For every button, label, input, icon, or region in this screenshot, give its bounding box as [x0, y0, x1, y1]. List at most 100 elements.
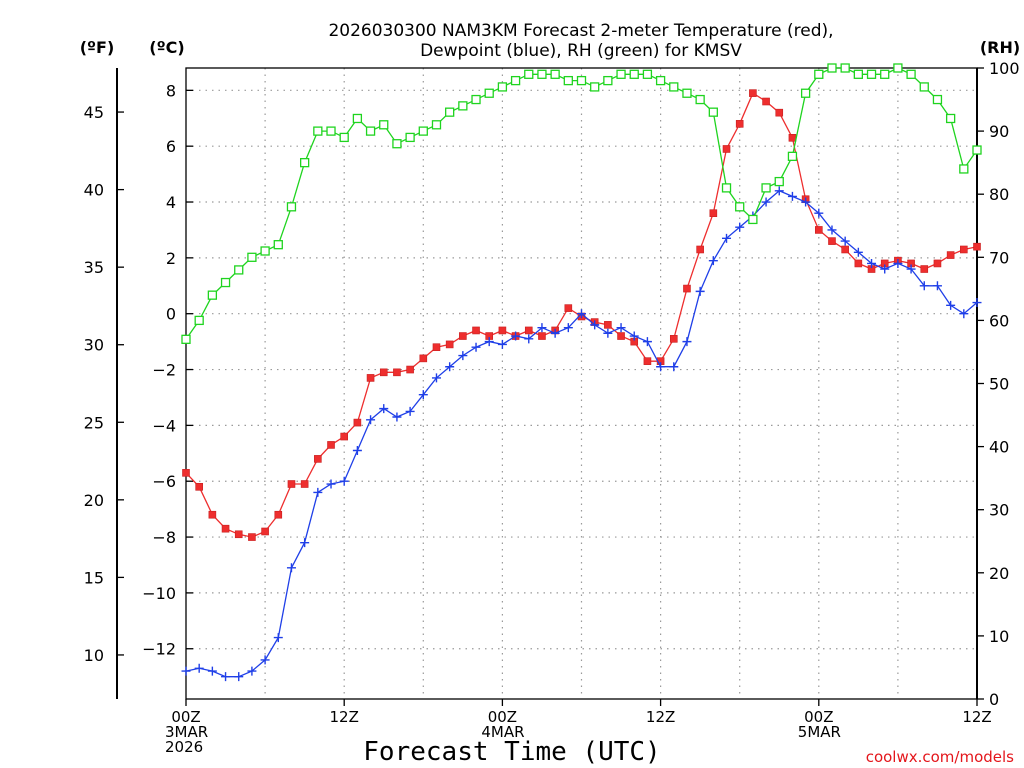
- rh-point: [682, 88, 692, 98]
- temperature-point: [604, 321, 612, 329]
- temperature-point: [419, 354, 428, 363]
- rh-point: [590, 82, 600, 92]
- rh-tick-label: 60: [989, 311, 1009, 330]
- rh-point: [576, 75, 587, 86]
- dewpoint-point: [577, 309, 586, 319]
- x-tick-label: 12Z: [962, 708, 991, 726]
- rh-point: [840, 63, 850, 73]
- x-tick-label: 5MAR: [798, 723, 841, 741]
- temperature-point: [920, 265, 929, 273]
- rh-point: [748, 214, 758, 225]
- rh-point: [629, 69, 639, 79]
- fahrenheit-tick-label: 30: [84, 336, 104, 355]
- rh-point: [247, 252, 257, 262]
- rh-point: [669, 82, 679, 92]
- dewpoint-point: [801, 197, 811, 207]
- x-tick-label: 00Z: [804, 708, 833, 726]
- rh-point: [484, 88, 494, 98]
- rh-point: [392, 139, 402, 149]
- dewpoint-point: [260, 655, 270, 665]
- rh-point: [471, 94, 481, 105]
- rh-point: [379, 120, 389, 130]
- temperature-point: [722, 145, 731, 153]
- dewpoint-point: [722, 233, 732, 243]
- celsius-tick-label: −4: [152, 416, 176, 435]
- dewpoint-point: [946, 300, 956, 310]
- rh-point: [787, 151, 798, 161]
- fahrenheit-tick-label: 20: [84, 491, 104, 510]
- dewpoint-point: [827, 225, 837, 235]
- temperature-point: [788, 134, 797, 142]
- rh-point: [260, 246, 270, 256]
- dewpoint-point: [708, 256, 718, 266]
- temperature-point: [775, 108, 784, 117]
- dewpoint-point: [735, 222, 745, 232]
- x-tick-label: 12Z: [646, 708, 675, 726]
- chart-title-line1: 2026030300 NAM3KM Forecast 2-meter Tempe…: [328, 21, 833, 41]
- celsius-tick-label: −10: [142, 584, 176, 603]
- rh-point: [405, 132, 415, 143]
- dewpoint-point: [366, 415, 376, 425]
- rh-point: [866, 69, 877, 79]
- dewpoint-point: [445, 362, 455, 372]
- temperature-point: [248, 533, 256, 541]
- temperature-point: [459, 332, 467, 340]
- fahrenheit-tick-label: 40: [84, 181, 104, 200]
- celsius-tick-label: −8: [152, 528, 176, 547]
- dewpoint-point: [221, 672, 231, 682]
- rh-tick-label: 50: [989, 375, 1009, 394]
- dewpoint-point: [919, 281, 929, 291]
- dewpoint-point: [247, 666, 257, 676]
- rh-point: [326, 126, 336, 136]
- fahrenheit-tick-label: 45: [84, 103, 104, 122]
- rh-point: [418, 126, 428, 136]
- temperature-point: [498, 326, 507, 335]
- celsius-tick-label: −12: [142, 640, 176, 659]
- dewpoint-point: [972, 298, 982, 308]
- dewpoint-point: [339, 476, 349, 486]
- rh-tick-label: 40: [989, 438, 1009, 457]
- rh-tick-label: 20: [989, 564, 1009, 583]
- x-tick-label: 00Z: [171, 708, 200, 726]
- fahrenheit-tick-label: 10: [84, 646, 104, 665]
- rh-point: [616, 69, 626, 79]
- temperature-point: [973, 242, 981, 251]
- rh-line: [185, 67, 978, 340]
- dewpoint-point: [313, 487, 323, 497]
- rh-tick-label: 80: [989, 185, 1009, 204]
- dewpoint-point: [787, 191, 797, 201]
- x-axis-label: Forecast Time (UTC): [363, 737, 660, 767]
- celsius-tick-label: 0: [166, 305, 176, 324]
- dewpoint-point: [379, 404, 389, 414]
- temperature-point: [314, 455, 322, 463]
- dewpoint-point: [959, 309, 969, 319]
- temperature-point: [300, 480, 309, 488]
- rh-tick-label: 100: [989, 59, 1020, 78]
- temperature-point: [617, 332, 625, 340]
- rh-point: [800, 88, 811, 98]
- temperature-point: [221, 524, 230, 533]
- dewpoint-point: [207, 666, 217, 676]
- dewpoint-point: [352, 446, 362, 456]
- temperature-point: [538, 332, 546, 340]
- rh-point: [497, 82, 508, 92]
- dewpoint-point: [880, 264, 890, 274]
- dewpoint-point: [840, 236, 850, 246]
- temperature-point: [814, 226, 823, 234]
- rh-point: [919, 82, 929, 92]
- temperature-point: [353, 418, 362, 427]
- rh-point: [313, 126, 323, 136]
- dewpoint-point: [458, 351, 468, 361]
- dewpoint-point: [563, 323, 573, 333]
- dewpoint-point: [814, 208, 824, 218]
- temperature-point: [366, 374, 375, 382]
- dewpoint-point: [431, 373, 441, 383]
- temperature-point: [960, 245, 968, 254]
- temperature-point: [564, 304, 573, 312]
- rh-tick-label: 70: [989, 248, 1009, 267]
- dewpoint-point: [642, 337, 652, 347]
- dewpoint-point: [418, 390, 428, 400]
- dewpoint-point: [550, 328, 560, 338]
- temperature-point: [524, 326, 533, 335]
- x-tick-label: 2026: [165, 738, 203, 756]
